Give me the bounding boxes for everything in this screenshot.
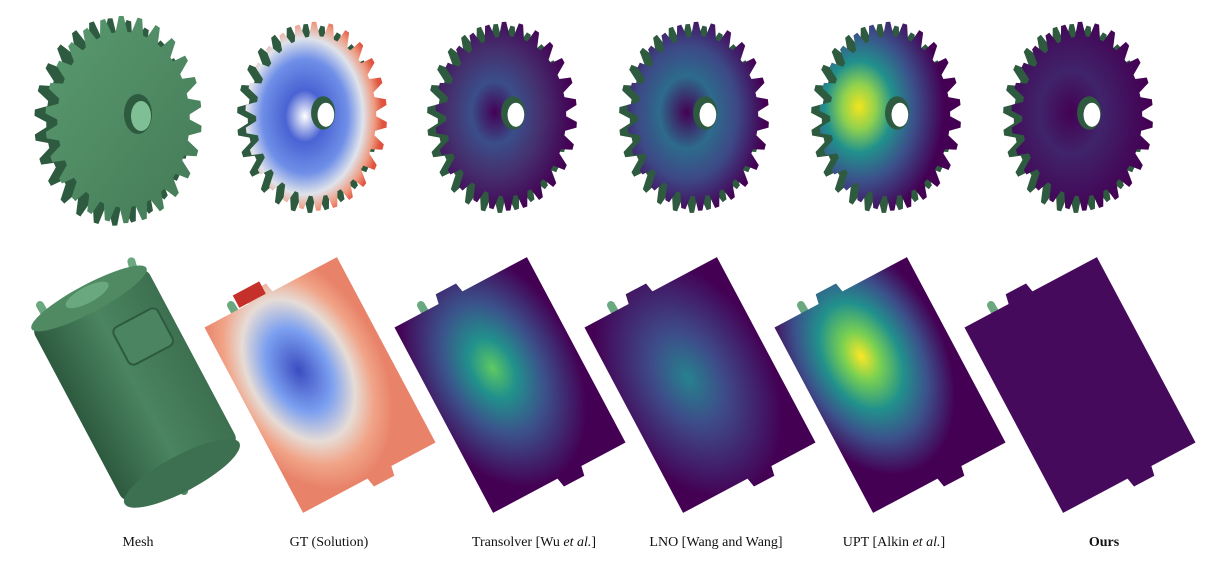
motor-upt-render <box>774 255 1006 513</box>
gear-lno-render <box>606 16 782 221</box>
motor-lno-render <box>584 255 816 513</box>
gear-ours-render <box>990 16 1166 221</box>
caption-text: GT (Solution) <box>289 535 369 550</box>
caption-text: Ours <box>1088 535 1120 550</box>
gear-upt-render <box>798 16 974 221</box>
motor-transolver-render <box>394 255 626 513</box>
caption-text: LNO [Wang and Wang] <box>649 535 783 550</box>
gear-gt-render <box>224 16 400 221</box>
caption-ours: Ours <box>1089 535 1119 551</box>
caption-italic: et al. <box>563 535 592 550</box>
gear-mesh-render <box>18 12 218 232</box>
motor-mesh-render <box>30 255 240 508</box>
caption-italic: et al. <box>912 535 941 550</box>
caption-transolver: Transolver [Wu et al.] <box>472 535 596 551</box>
caption-gt: GT (Solution) <box>290 535 369 551</box>
motor-ours-render <box>964 255 1196 513</box>
caption-upt: UPT [Alkin et al.] <box>843 535 945 551</box>
caption-suffix: ] <box>591 535 597 550</box>
caption-text: Transolver [Wu <box>471 535 564 550</box>
caption-mesh: Mesh <box>122 535 153 551</box>
caption-suffix: ] <box>940 535 946 550</box>
caption-lno: LNO [Wang and Wang] <box>649 535 782 551</box>
motor-gt-render <box>204 255 436 513</box>
caption-text: Mesh <box>122 535 154 550</box>
gear-transolver-render <box>414 16 590 221</box>
caption-text: UPT [Alkin <box>842 535 913 550</box>
